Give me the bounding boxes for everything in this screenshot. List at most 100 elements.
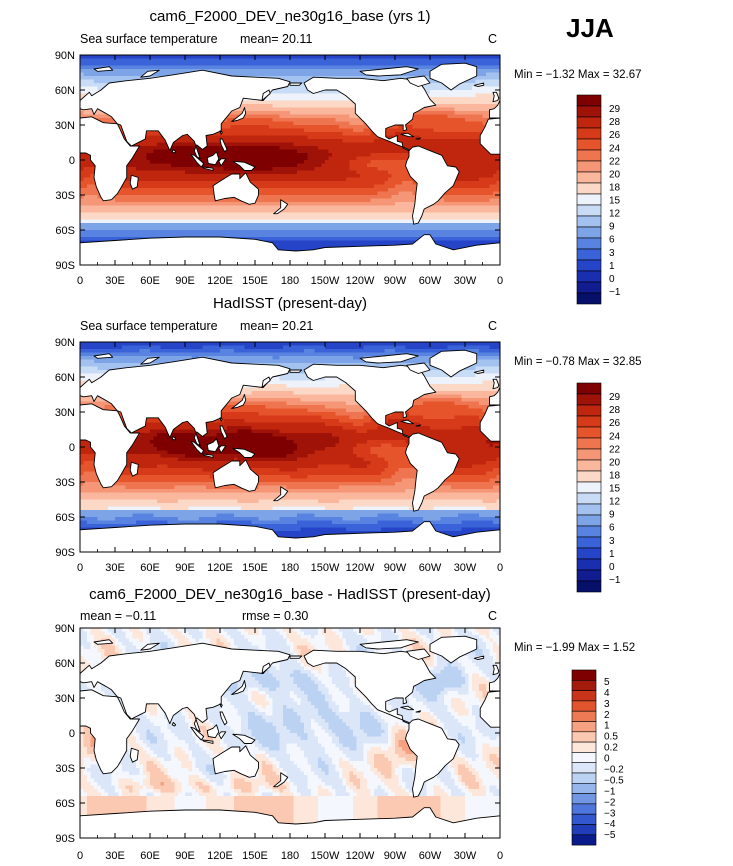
colorbar-swatch (576, 138, 602, 151)
field-cell (496, 181, 500, 186)
field-cell (286, 778, 291, 783)
field-cell (465, 666, 480, 671)
field-cell (493, 174, 500, 179)
field-cell (391, 764, 400, 769)
field-cell (209, 771, 218, 776)
field-cell (482, 757, 491, 762)
field-cell (244, 635, 267, 640)
field-cell (328, 687, 340, 692)
field-cell (353, 806, 379, 811)
field-cell (332, 708, 340, 713)
field-cell (136, 761, 141, 766)
field-cell (188, 743, 200, 748)
field-cell (122, 792, 141, 797)
field-cell (251, 673, 274, 678)
field-cell (377, 408, 484, 413)
field-cell (132, 789, 141, 794)
field-cell (199, 708, 221, 713)
field-cell (199, 792, 218, 797)
field-cell (475, 663, 498, 668)
field-cell (241, 789, 253, 794)
field-cell (80, 419, 225, 424)
field-cell (192, 785, 200, 790)
field-cell (279, 768, 284, 773)
field-cell (493, 659, 498, 664)
field-cell (160, 726, 169, 731)
field-cell (143, 782, 151, 787)
field-cell (353, 771, 365, 776)
field-cell (143, 771, 151, 776)
field-cell (160, 792, 179, 797)
field-cell (454, 782, 463, 787)
field-cell (286, 743, 298, 748)
field-cell (104, 789, 116, 794)
field-cell (80, 517, 99, 522)
field-cell (157, 708, 165, 713)
field-cell (496, 666, 500, 671)
field-cell (139, 768, 144, 773)
field-cell (482, 782, 500, 787)
field-cell (444, 782, 456, 787)
field-cell (360, 726, 382, 731)
field-cell (412, 715, 421, 720)
field-cell (251, 729, 277, 734)
field-cell (255, 384, 288, 389)
field-cell (255, 705, 263, 710)
field-cell (80, 216, 500, 221)
field-cell (328, 789, 337, 794)
field-cell (332, 729, 354, 734)
field-cell (80, 478, 116, 483)
field-cell (349, 684, 358, 689)
field-cell (489, 198, 500, 203)
field-cell (367, 785, 379, 790)
field-cell (461, 789, 470, 794)
field-cell (493, 520, 500, 525)
field-cell (325, 684, 337, 689)
field-cell (234, 778, 246, 783)
panel-2-units: C (488, 319, 497, 333)
landmass (492, 664, 500, 676)
field-cell (101, 792, 109, 797)
field-cell (237, 712, 249, 717)
landmass (202, 453, 214, 458)
field-cell (80, 733, 85, 738)
field-cell (80, 499, 158, 504)
field-cell (391, 740, 396, 745)
y-tick-label: 0 (69, 728, 75, 740)
field-cell (496, 785, 500, 790)
field-cell (356, 645, 365, 650)
field-cell (80, 205, 500, 210)
field-cell (143, 638, 151, 643)
field-cell (353, 128, 365, 133)
field-cell (384, 457, 417, 462)
field-cell (318, 817, 354, 822)
field-cell (286, 750, 305, 755)
field-cell (265, 642, 288, 647)
field-cell (272, 785, 288, 790)
field-cell (244, 419, 340, 424)
field-cell (314, 167, 351, 172)
field-cell (335, 701, 351, 706)
field-cell (153, 722, 169, 727)
field-cell (258, 691, 267, 696)
field-cell (325, 160, 351, 165)
field-cell (426, 652, 435, 657)
field-cell (272, 722, 284, 727)
field-cell (188, 754, 193, 759)
field-cell (80, 757, 85, 762)
field-cell (174, 750, 186, 755)
field-cell (276, 771, 281, 776)
field-cell (419, 635, 428, 640)
field-cell (405, 694, 414, 699)
field-cell (367, 757, 375, 762)
field-cell (286, 631, 298, 636)
field-cell (150, 712, 158, 717)
field-cell (307, 698, 326, 703)
field-cell (437, 663, 449, 668)
field-cell (174, 806, 207, 811)
field-cell (150, 740, 158, 745)
field-cell (451, 775, 459, 780)
field-cell (297, 659, 302, 664)
field-cell (440, 785, 449, 790)
field-cell (314, 771, 326, 776)
